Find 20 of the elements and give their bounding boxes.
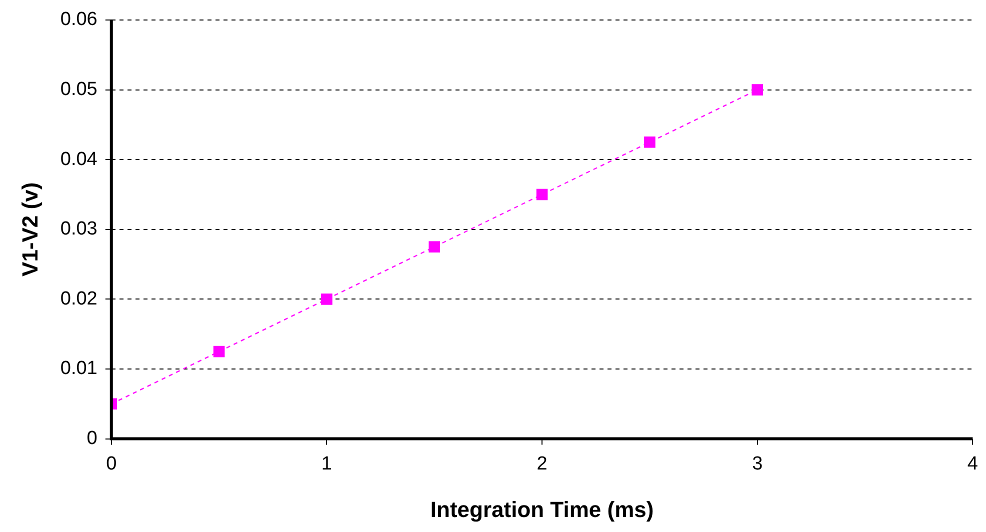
y-tick-label: 0.04 [60, 148, 98, 170]
point [536, 188, 548, 200]
x-tick-label: 0 [106, 453, 117, 474]
point [752, 84, 764, 96]
y-axis-title: V1-V2 (v) [17, 182, 42, 276]
x-tick-label: 4 [967, 453, 978, 474]
y-tick-label: 0.05 [60, 79, 98, 100]
x-axis-title: Integration Time (ms) [430, 496, 654, 522]
y-tick-label: 0.01 [60, 358, 98, 380]
y-tick-label: 0 [86, 428, 98, 450]
y-tick-label: 0.02 [60, 288, 98, 310]
x-tick-label: 1 [321, 453, 332, 474]
point [428, 241, 440, 253]
x-tick-label: 3 [752, 453, 763, 474]
y-tick-label: 0.06 [60, 9, 98, 30]
point [321, 294, 332, 305]
y-tick-label: 0.03 [60, 218, 98, 240]
x-tick-label: 2 [536, 453, 548, 474]
point [213, 346, 225, 358]
point [644, 136, 656, 148]
